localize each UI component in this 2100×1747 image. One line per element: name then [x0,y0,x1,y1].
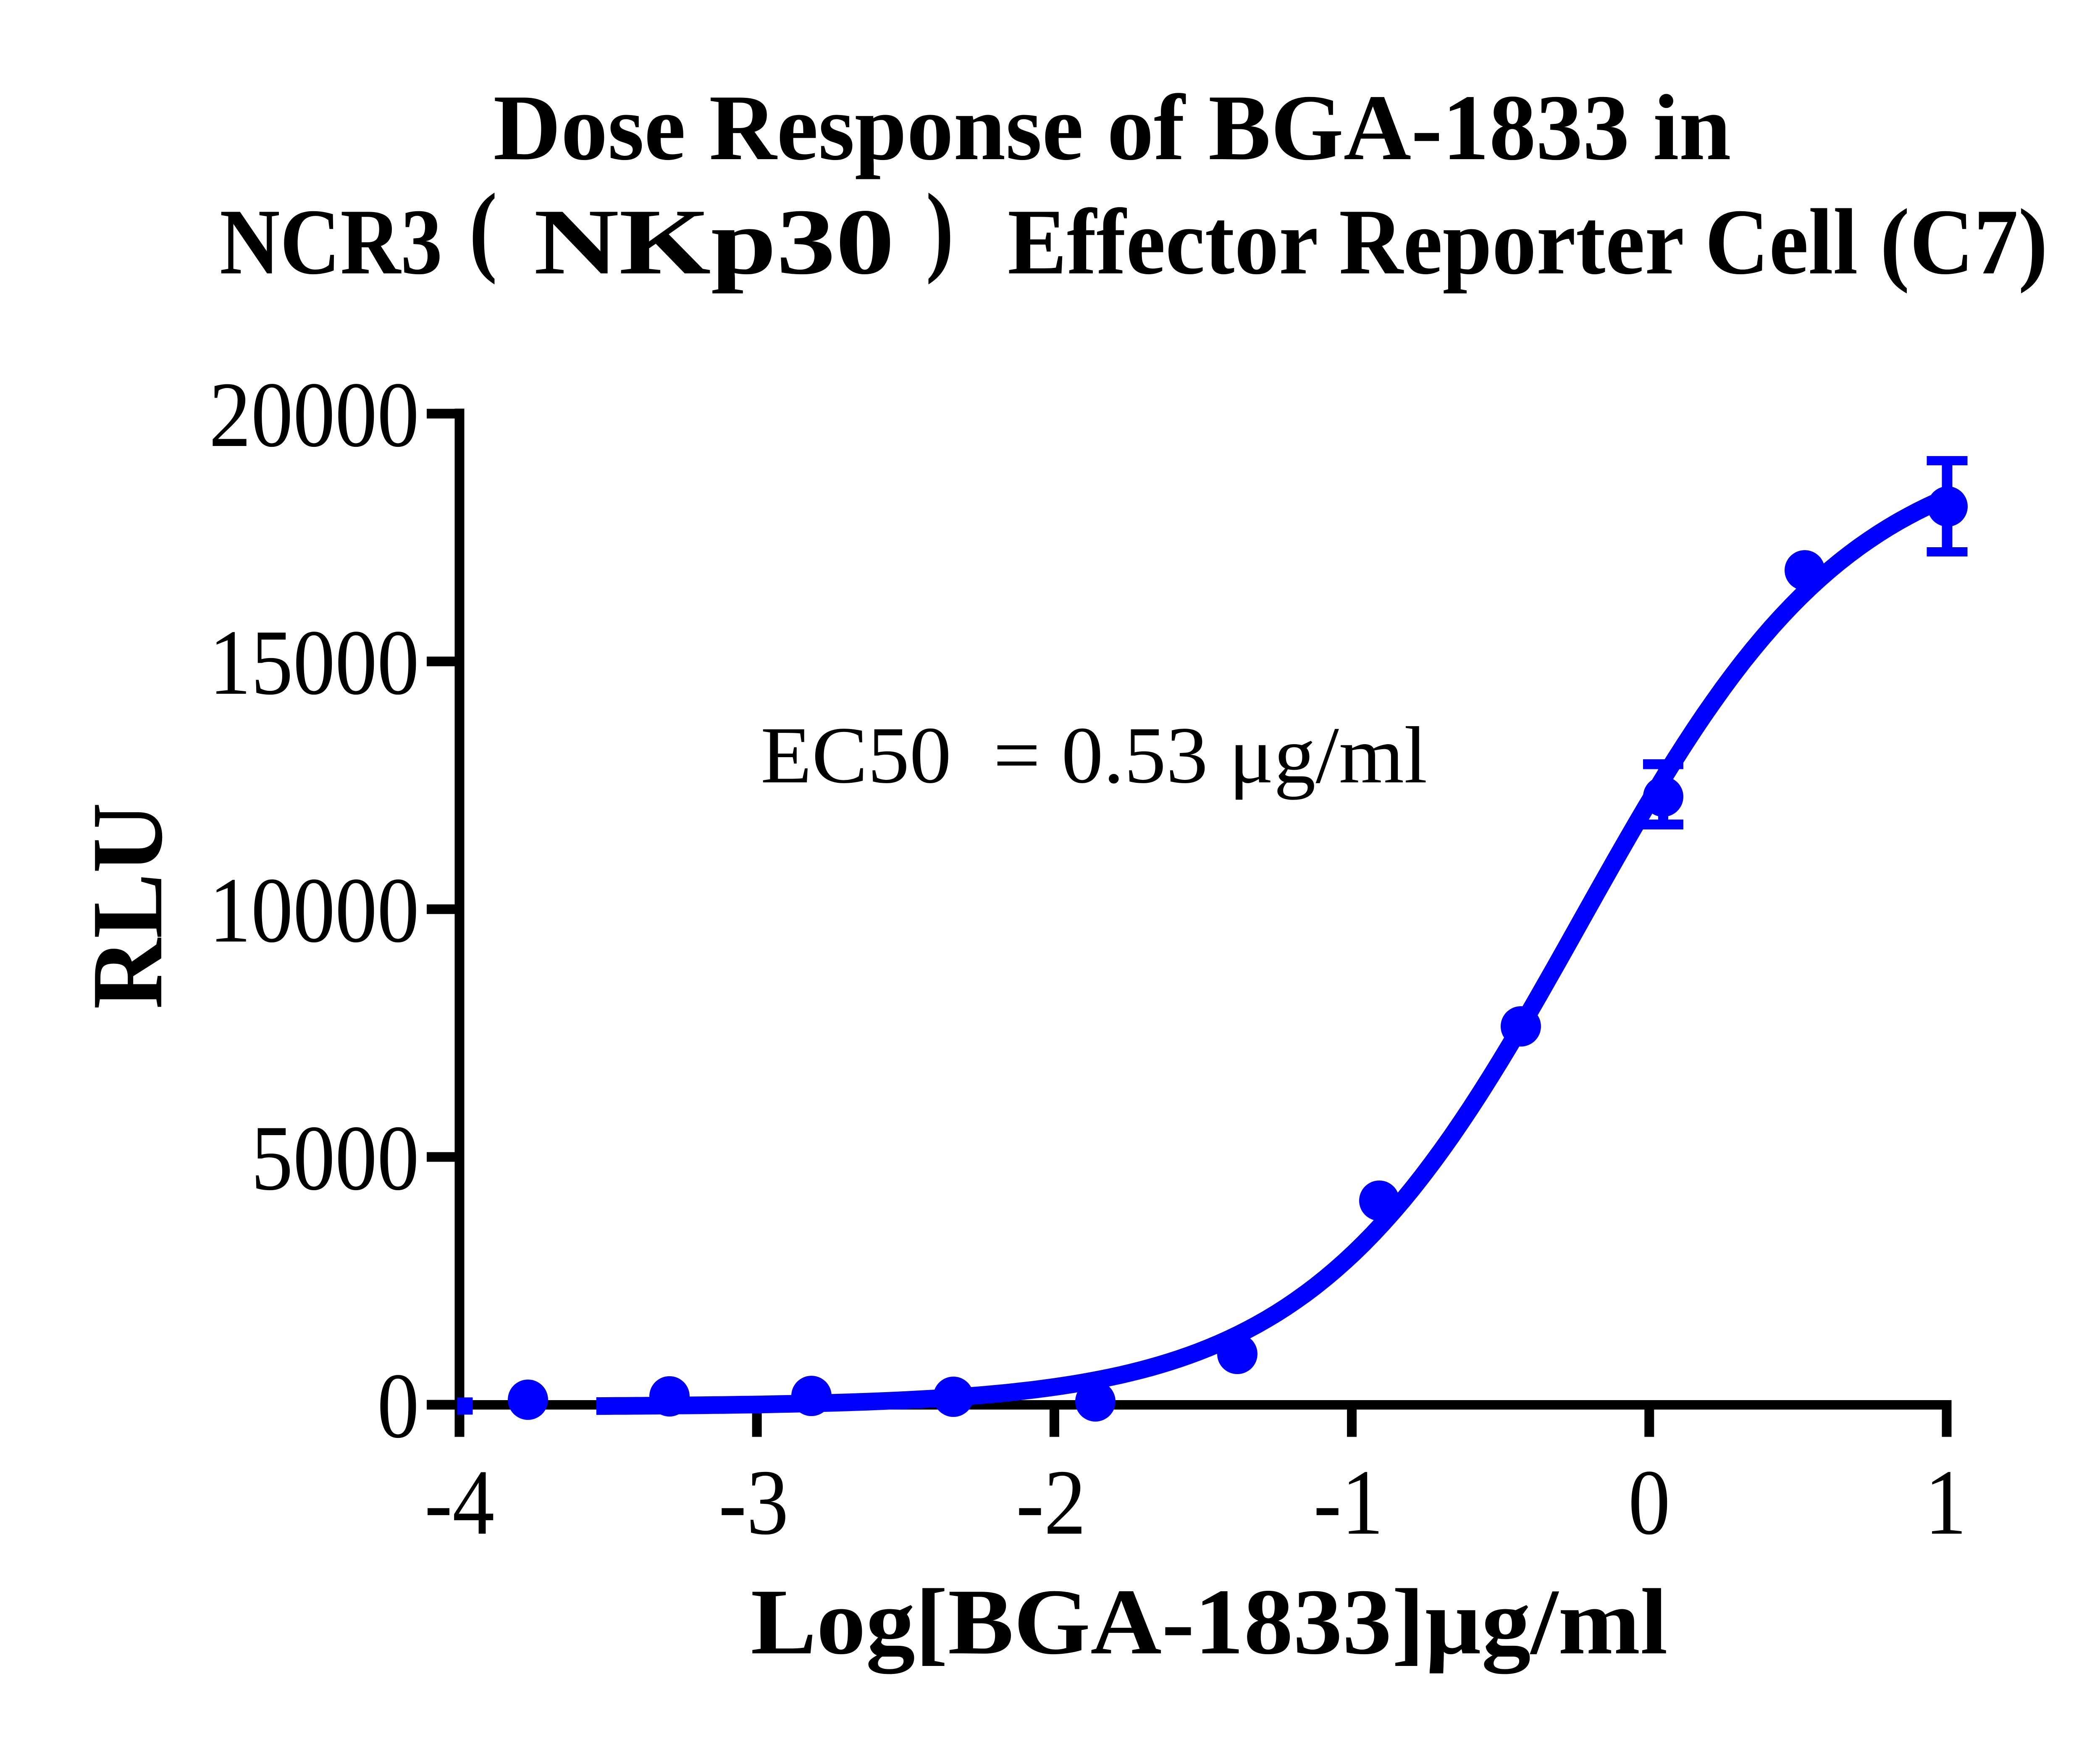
svg-text:Log[BGA-1833]µg/ml: Log[BGA-1833]µg/ml [751,1570,1667,1674]
svg-text:0: 0 [1628,1450,1670,1554]
svg-text:(: ( [469,173,497,285]
svg-text:20000: 20000 [209,362,419,466]
svg-text:-4: -4 [425,1450,495,1554]
svg-text:1: 1 [1924,1450,1966,1554]
svg-text:0: 0 [377,1354,419,1457]
svg-text:NKp30: NKp30 [534,190,895,294]
svg-text:Dose Response of BGA-1833 in: Dose Response of BGA-1833 in [493,76,1731,180]
svg-text:-1: -1 [1313,1450,1383,1554]
svg-text:EC50 = 0.53 μg/ml: EC50 = 0.53 μg/ml [761,711,1427,800]
svg-text:RLU: RLU [72,803,184,1009]
svg-text:-2: -2 [1016,1450,1086,1554]
svg-text:10000: 10000 [209,858,419,962]
svg-text:NCR3: NCR3 [220,189,442,294]
svg-text:Effector Reporter Cell (C7): Effector Reporter Cell (C7) [1008,190,2048,294]
svg-text:): ) [926,173,954,285]
svg-text:-3: -3 [719,1450,789,1554]
svg-text:5000: 5000 [251,1106,419,1209]
svg-text:15000: 15000 [209,610,419,714]
